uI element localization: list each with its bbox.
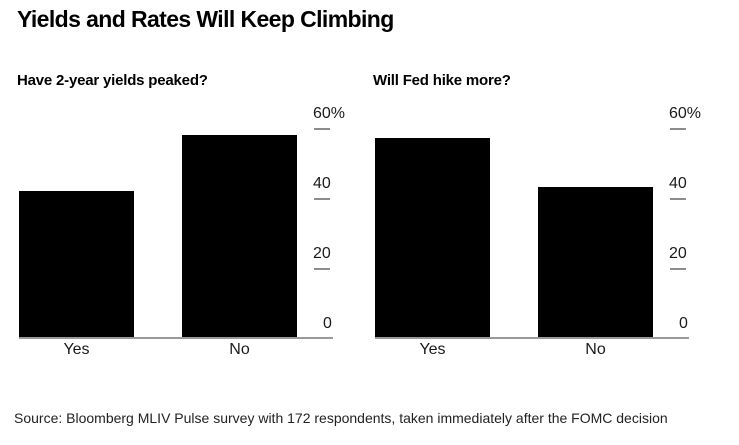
y-tick	[670, 198, 686, 200]
category-label: Yes	[419, 341, 446, 358]
y-tick-label: 20	[669, 245, 687, 262]
y-tick-label: 60%	[669, 105, 702, 122]
bar-chart-right: Yes No 60% 40 20 0	[373, 72, 723, 387]
category-label: No	[585, 341, 606, 358]
y-tick-label: 40	[669, 175, 687, 192]
y-tick	[314, 128, 330, 130]
y-tick-label: 20	[313, 245, 331, 262]
chart-subtitle-left: Have 2-year yields peaked?	[17, 72, 208, 89]
page-title: Yields and Rates Will Keep Climbing	[17, 6, 394, 32]
bar-no	[182, 135, 297, 338]
chart-subtitle-right: Will Fed hike more?	[373, 72, 511, 89]
y-tick	[670, 128, 686, 130]
y-tick-label: 40	[313, 175, 331, 192]
y-tick	[314, 268, 330, 270]
y-tick-label: 60%	[313, 105, 346, 122]
y-tick-label: 0	[679, 315, 688, 332]
panel-right: Will Fed hike more? Yes No 60% 40 20 0	[373, 72, 723, 387]
y-tick	[670, 268, 686, 270]
bar-yes	[19, 191, 134, 338]
x-axis-line	[19, 337, 333, 339]
bar-no	[538, 187, 653, 338]
y-tick-label: 0	[323, 315, 332, 332]
category-label: No	[229, 341, 250, 358]
category-label: Yes	[63, 341, 90, 358]
bar-yes	[375, 138, 490, 338]
x-axis-line	[375, 337, 689, 339]
y-tick	[314, 198, 330, 200]
source-note: Source: Bloomberg MLIV Pulse survey with…	[14, 410, 668, 426]
panel-left: Have 2-year yields peaked? Yes No 60% 40 20 0	[17, 72, 367, 387]
bar-chart-left: Yes No 60% 40 20 0	[17, 72, 367, 387]
